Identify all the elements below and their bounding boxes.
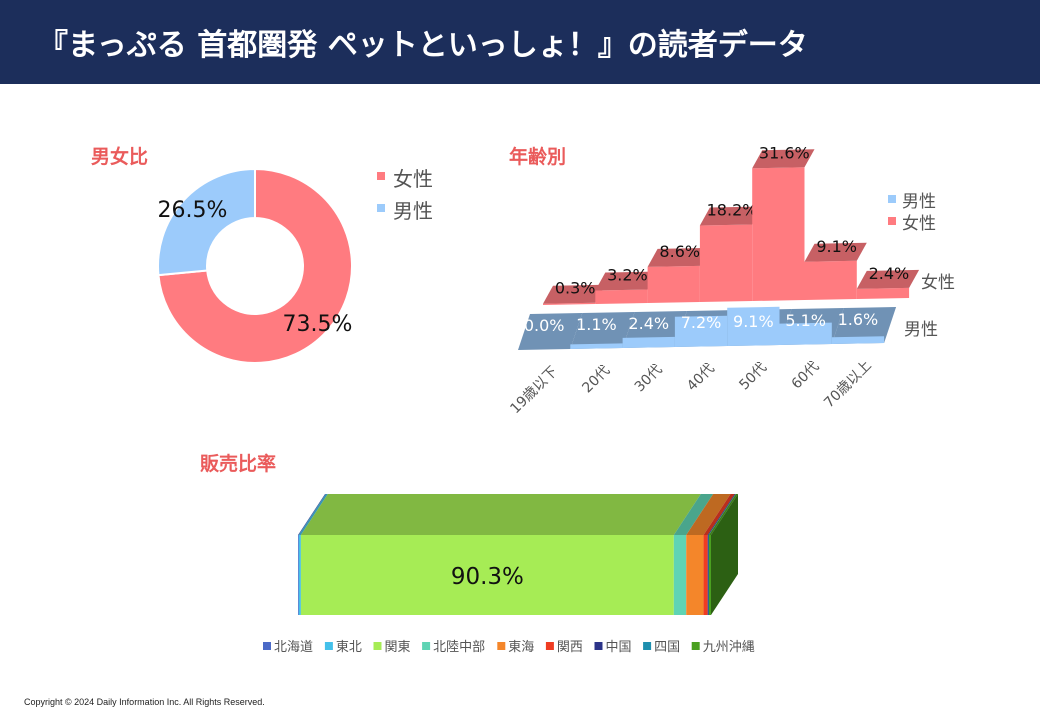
area-female-top [543,284,606,304]
area-male-top [831,307,897,344]
legend-label: 女性 [393,167,433,191]
bar-segment-top [708,494,736,535]
bar-segment [298,535,299,615]
male-value-label: 7.2% [681,313,722,332]
bar-segment-top [707,494,736,535]
male-value-label: 2.4% [628,314,669,333]
area-female-front [752,167,805,301]
bar-segment [298,535,301,615]
area-female-top [804,242,867,262]
legend-label: 女性 [902,214,936,234]
legend-swatch [324,642,333,650]
legend-swatch [643,642,652,650]
donut-slice [157,167,353,364]
area-female-front [543,302,596,305]
bar-segment [300,535,674,615]
bar-segment-top [673,494,714,535]
bar-end-face [711,494,738,615]
copyright-footer: Copyright © 2024 Daily Information Inc. … [24,697,265,707]
legend-swatch [373,642,382,650]
legend-label: 九州沖縄 [703,640,755,655]
bar-segment-top [298,494,328,535]
area-female-front [804,260,857,300]
area-male-front [674,315,728,347]
bar-segment-top [708,494,738,535]
area-female-front [595,289,648,304]
female-value-label: 9.1% [816,237,857,256]
legend-swatch [377,204,385,212]
legend-label: 東北 [336,639,362,655]
legend-label: 男性 [393,199,433,223]
depth-axis-label: 女性 [921,273,955,293]
legend-swatch [691,642,700,650]
female-value-label: 31.6% [759,143,810,162]
page-title: 『まっぷる 首都圏発 ペットといっしょ！』の読者データ [38,28,808,63]
area-male-top [570,312,635,349]
female-value-label: 3.2% [607,266,648,285]
legend-label: 関西 [557,640,583,655]
gender-chart-title: 男女比 [91,146,149,168]
area-female-top [752,149,815,169]
donut-slice [157,167,256,277]
area-female-front [647,265,700,303]
female-value-label: 0.3% [555,279,596,298]
legend-swatch [545,642,554,650]
legend-swatch [594,642,603,650]
female-value-label: 8.6% [659,242,700,261]
area-female-top [856,269,920,289]
age-chart-title: 年齢別 [509,146,567,168]
legend-label: 四国 [654,640,680,655]
area-female-front [699,224,753,302]
area-female-front [856,287,910,299]
area-male-front [570,343,623,349]
header-bar: 『まっぷる 首都圏発 ペットといっしょ！』の読者データ [0,0,1040,84]
bar-segment-top [703,494,735,535]
bar-segment-label: 90.3% [451,564,524,590]
donut-slice-label: 26.5% [158,198,228,223]
legend-swatch [888,195,896,203]
area-male-front [779,322,832,345]
bar-segment [686,535,704,615]
bar-segment-top [686,494,731,535]
male-value-label: 9.1% [733,312,774,331]
legend-swatch [497,642,506,650]
male-value-label: 1.1% [576,315,617,334]
bar-segment [708,535,711,615]
legend-swatch [888,217,896,225]
legend-label: 東海 [508,639,534,655]
depth-axis-label: 男性 [904,320,938,340]
legend-label: 男性 [902,192,936,212]
bar-segment-top [300,494,701,535]
area-female-top [699,206,763,226]
female-value-label: 18.2% [707,201,758,220]
legend-label: 中国 [606,640,632,655]
male-value-label: 1.6% [838,310,879,329]
area-male-top [518,313,583,350]
bar-segment-top [298,494,326,535]
bar-segment [707,535,709,615]
female-value-label: 2.4% [869,264,910,283]
sales-chart-title: 販売比率 [200,453,277,475]
legend-swatch [377,172,385,180]
area-male-front [622,336,675,348]
legend-swatch [422,642,431,650]
legend-swatch [263,642,271,650]
area-male-front [727,306,780,346]
male-value-label: 0.0% [524,316,565,335]
bar-segment [673,535,687,615]
donut-slice-label: 73.5% [283,312,353,337]
area-male-front [831,336,885,344]
area-female-top [647,247,710,267]
legend-label: 北海道 [274,640,313,655]
bar-segment [703,535,708,615]
legend-label: 関東 [385,639,411,655]
bar-segment [708,535,710,615]
male-value-label: 5.1% [785,311,826,330]
legend-label: 北陸中部 [433,639,485,655]
area-female-top [595,271,658,291]
